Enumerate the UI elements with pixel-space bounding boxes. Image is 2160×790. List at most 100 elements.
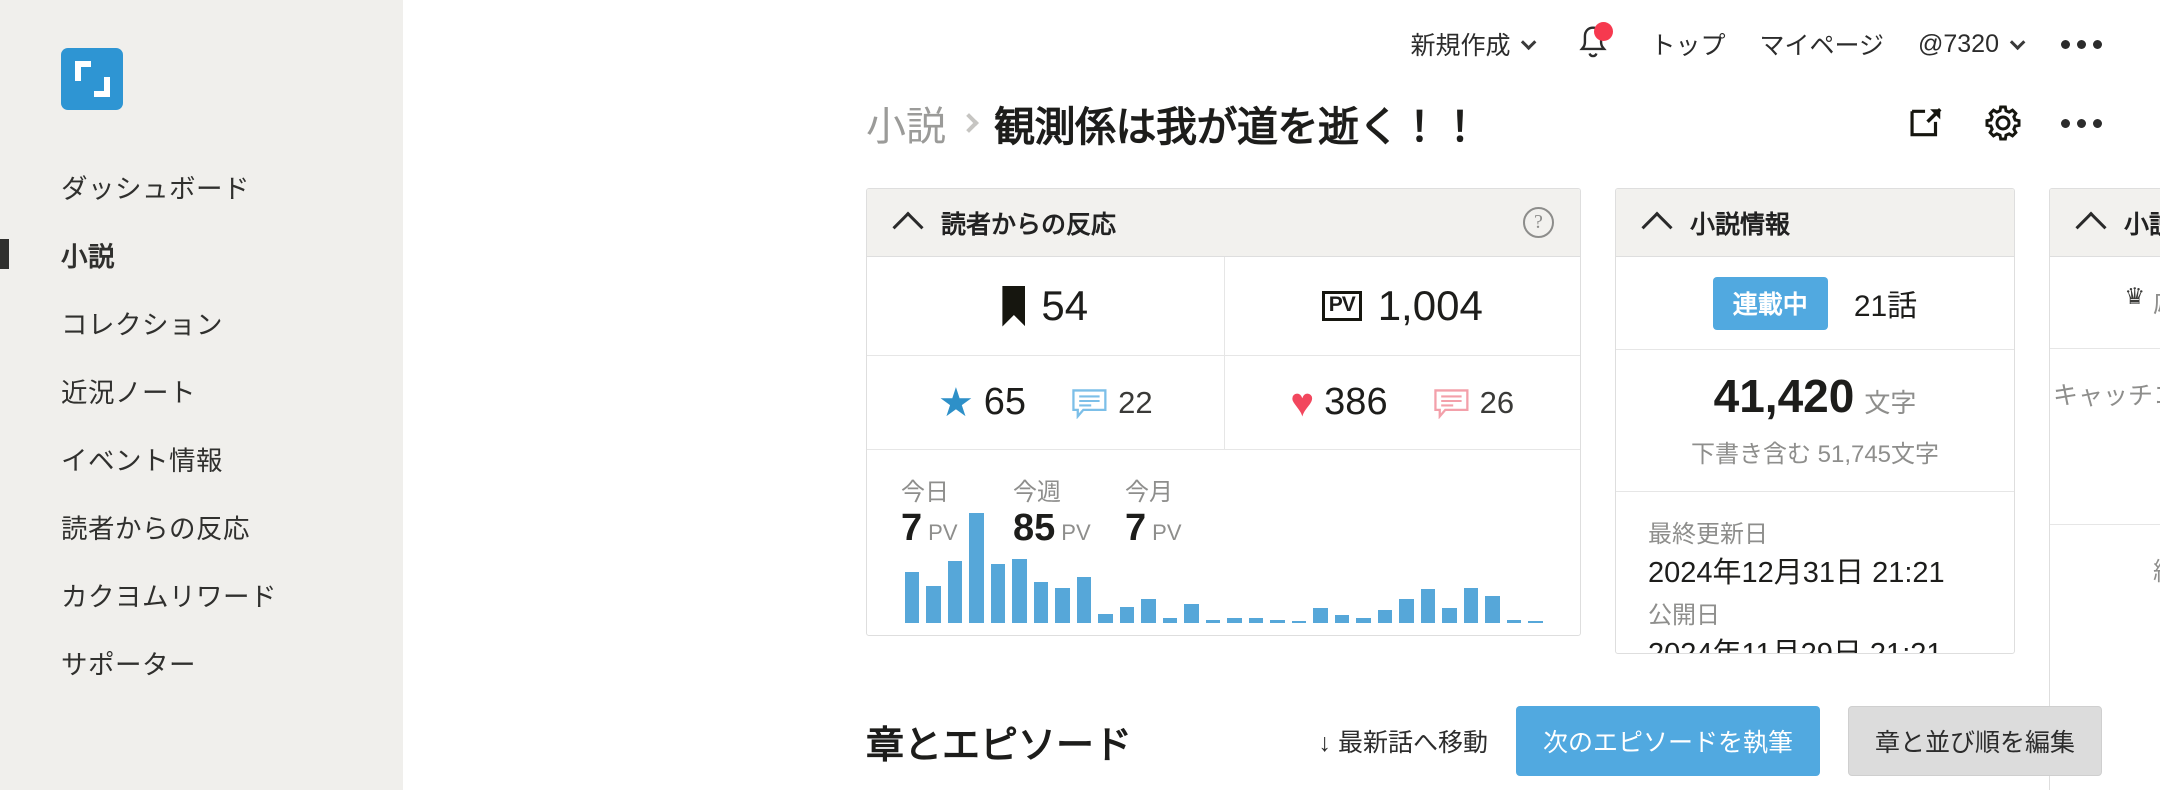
sidebar: ダッシュボード 小説 コレクション 近況ノート イベント情報 読者からの反応 カ…	[0, 0, 403, 790]
sidebar-item-reader-reactions[interactable]: 読者からの反応	[0, 492, 403, 560]
pv-period-row: 今日 7 PV 今週 85 PV 今月	[867, 472, 1580, 547]
nav-top-label: トップ	[1650, 32, 1726, 60]
section-title: 章とエピソード	[866, 724, 1133, 767]
chart-bar	[1399, 598, 1414, 623]
crown-icon: ♛	[2124, 283, 2145, 309]
sidebar-item-label: 小説	[61, 241, 115, 272]
episodes-section-header: 章とエピソード ↓ 最新話へ移動 次のエピソードを執筆 章と並び順を編集	[866, 706, 2102, 776]
jump-to-latest-link[interactable]: ↓ 最新話へ移動	[1318, 729, 1488, 757]
more-dot	[2061, 39, 2070, 49]
pv-period-value: 7 PV	[1125, 509, 1237, 547]
contest-label: 応募中	[2153, 284, 2160, 320]
edit-chapter-order-button[interactable]: 章と並び順を編集	[1847, 706, 2102, 776]
card-header: 小説情報	[1616, 189, 2014, 257]
card-title: 小説設定	[2124, 210, 2160, 239]
breadcrumb-separator-icon	[959, 113, 979, 133]
more-dot	[2093, 39, 2102, 49]
pv-period-week: 今週 85 PV	[1013, 472, 1125, 547]
external-link-icon[interactable]	[1907, 104, 1945, 142]
comment-icon	[1433, 388, 1470, 419]
episode-count: 21話	[1853, 290, 1918, 323]
nav-top-link[interactable]: トップ	[1650, 26, 1725, 62]
account-menu[interactable]: @7320	[1918, 30, 2026, 59]
top-utility-nav: 新規作成 トップ マイページ @7320	[403, 0, 2160, 88]
chevron-up-icon[interactable]	[892, 211, 924, 243]
catchcopy-row: キャッチコピー 地獄の最強と最 送る、ホラー× メディの悪霊狩	[2050, 347, 2160, 525]
reactions-primary-stats: 54 PV 1,004	[867, 257, 1580, 355]
novel-dates-row: 最終更新日 2024年12月31日 21:21 公開日 2024年11月29日 …	[1616, 491, 2014, 653]
sidebar-item-collection[interactable]: コレクション	[0, 288, 403, 356]
catchcopy-label: キャッチコピー	[2052, 381, 2160, 410]
write-next-episode-button[interactable]: 次のエピソードを執筆	[1515, 706, 1820, 776]
chart-bar	[1442, 607, 1457, 623]
pv-period-value: 7 PV	[901, 509, 1013, 547]
star-icon: ★	[937, 380, 974, 425]
sidebar-item-kakuyomu-reward[interactable]: カクヨムリワード	[0, 560, 403, 628]
chart-bar	[926, 585, 941, 623]
chevron-up-icon[interactable]	[1641, 211, 1673, 243]
chart-bar	[1098, 614, 1113, 623]
reader-reactions-card: 読者からの反応 ? 54 PV 1,004	[866, 188, 1581, 636]
sidebar-item-label: コレクション	[61, 309, 223, 340]
notification-bell-button[interactable]	[1576, 22, 1614, 64]
more-dot	[2061, 118, 2070, 128]
chart-bar	[1162, 617, 1177, 623]
chevron-up-icon[interactable]	[2075, 211, 2107, 243]
sidebar-item-label: イベント情報	[61, 445, 223, 476]
sidebar-item-dashboard[interactable]: ダッシュボード	[0, 152, 403, 220]
introduction-row: 紹介文 「環ちゃん、君に えてみせるっ！！」 んなものないって。 よ」 過去の事…	[2050, 524, 2160, 790]
logo-bracket-close-icon	[94, 77, 110, 97]
sidebar-item-status-note[interactable]: 近況ノート	[0, 356, 403, 424]
heart-icon: ♥	[1290, 380, 1315, 425]
chart-bar	[1227, 617, 1242, 623]
card-header: 小説設定	[2050, 189, 2160, 257]
chart-bar	[1055, 587, 1070, 623]
contest-label-group: ♛ 応募中	[2050, 281, 2160, 324]
new-create-label: 新規作成	[1410, 32, 1511, 60]
breadcrumb-parent[interactable]: 小説	[866, 105, 946, 149]
published-value: 2024年11月29日 21:21	[1648, 634, 2014, 653]
novel-info-card: 小説情報 連載中 21話 41,420 文字 下書き含む 51,745文字 最終更…	[1615, 188, 2015, 654]
pv-number: 85	[1013, 507, 1056, 549]
chart-bar	[990, 563, 1005, 623]
heart-comment-stat: 26	[1433, 385, 1514, 421]
star-comment-stat: 22	[1072, 385, 1153, 421]
pv-period-label: 今月	[1125, 479, 1173, 506]
page-header-actions	[1907, 103, 2102, 143]
heart-group: ♥ 386 26	[1223, 356, 1581, 449]
pv-period-label: 今日	[901, 479, 949, 506]
chevron-down-icon	[1521, 34, 1537, 50]
sidebar-item-novels[interactable]: 小説	[0, 220, 403, 288]
chart-bar	[1485, 595, 1500, 623]
card-title: 小説情報	[1690, 210, 1791, 239]
pv-trend-section: 今日 7 PV 今週 85 PV 今月	[867, 449, 1580, 635]
gear-icon[interactable]	[1983, 103, 2023, 143]
chart-bar	[1506, 619, 1521, 623]
bookmark-value: 54	[1041, 282, 1089, 329]
topnav-more-menu[interactable]	[2061, 39, 2102, 49]
nav-mypage-link[interactable]: マイページ	[1759, 26, 1884, 62]
chart-bar	[1420, 588, 1435, 623]
chart-bar	[1012, 559, 1027, 623]
page-more-menu[interactable]	[2061, 118, 2102, 128]
sidebar-nav: ダッシュボード 小説 コレクション 近況ノート イベント情報 読者からの反応 カ…	[0, 152, 403, 696]
more-dot	[2077, 39, 2086, 49]
pv-bar-chart	[901, 513, 1546, 623]
star-value: 65	[983, 381, 1027, 423]
sidebar-item-supporter[interactable]: サポーター	[0, 628, 403, 696]
character-count-value: 41,420	[1713, 369, 1855, 422]
logo-bracket-open-icon	[75, 61, 91, 81]
help-circle-icon[interactable]: ?	[1523, 207, 1554, 238]
kakuyomu-logo[interactable]	[61, 48, 123, 110]
heart-stat: ♥ 386	[1290, 381, 1387, 424]
pv-period-value: 85 PV	[1013, 509, 1125, 547]
pv-stat: PV 1,004	[1223, 257, 1581, 355]
pv-unit: PV	[928, 520, 958, 545]
sidebar-item-event-info[interactable]: イベント情報	[0, 424, 403, 492]
chart-bar	[1291, 620, 1306, 623]
new-create-menu[interactable]: 新規作成	[1410, 26, 1537, 62]
pv-icon: PV	[1321, 291, 1362, 321]
sidebar-item-label: カクヨムリワード	[61, 581, 277, 612]
chart-bar	[947, 561, 962, 623]
